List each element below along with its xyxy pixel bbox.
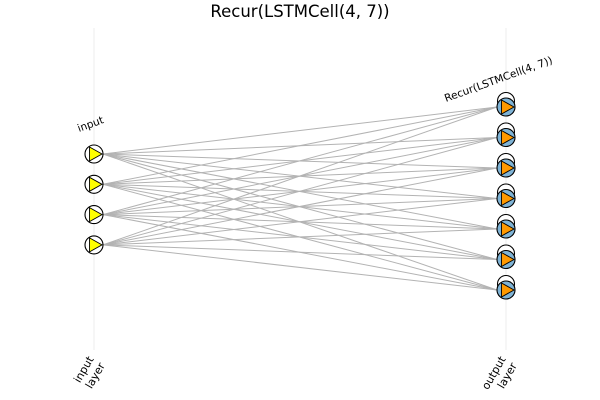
output-node-3 bbox=[496, 158, 516, 178]
output-axis-label: output layer bbox=[479, 353, 520, 392]
diagram-title: Recur(LSTMCell(4, 7)) bbox=[210, 2, 389, 21]
edge-input3-output1 bbox=[102, 106, 498, 216]
edge-input1-output1 bbox=[102, 106, 498, 155]
input-node-1 bbox=[84, 144, 104, 164]
output-node-1 bbox=[496, 97, 516, 117]
edge-input4-output3 bbox=[102, 167, 498, 246]
output-node-7 bbox=[496, 280, 516, 300]
output-node-4 bbox=[496, 188, 516, 209]
edge-input4-output5 bbox=[102, 228, 498, 246]
output-node-7-arrow-icon bbox=[501, 282, 515, 298]
output-node-2 bbox=[496, 127, 516, 148]
edge-input4-output6 bbox=[102, 244, 498, 260]
output-node-6 bbox=[496, 249, 516, 270]
edge-input4-output7 bbox=[102, 244, 498, 291]
input-node-2 bbox=[84, 174, 104, 194]
input-node-2-arrow-icon bbox=[89, 176, 103, 193]
output-node-6-arrow-icon bbox=[501, 251, 515, 268]
edge-input4-output1 bbox=[102, 106, 498, 246]
input-node-4-arrow-icon bbox=[89, 237, 103, 253]
input-node-3-arrow-icon bbox=[89, 206, 103, 223]
edge-input4-output2 bbox=[102, 137, 498, 246]
output-node-3-arrow-icon bbox=[501, 160, 515, 176]
input-axis-label: input layer bbox=[71, 353, 108, 391]
input-node-4 bbox=[84, 235, 104, 255]
nodes bbox=[84, 97, 516, 300]
output-node-4-arrow-icon bbox=[501, 190, 515, 207]
edge-input2-output1 bbox=[102, 106, 498, 185]
input-layer-caption: input bbox=[76, 114, 105, 135]
input-node-3 bbox=[84, 205, 104, 225]
output-node-5 bbox=[496, 219, 516, 239]
connection-edges bbox=[102, 106, 498, 291]
input-node-1-arrow-icon bbox=[89, 146, 103, 162]
output-node-2-arrow-icon bbox=[501, 129, 515, 146]
output-node-5-arrow-icon bbox=[501, 221, 515, 237]
output-node-1-arrow-icon bbox=[501, 99, 515, 115]
edge-input4-output4 bbox=[102, 198, 498, 246]
